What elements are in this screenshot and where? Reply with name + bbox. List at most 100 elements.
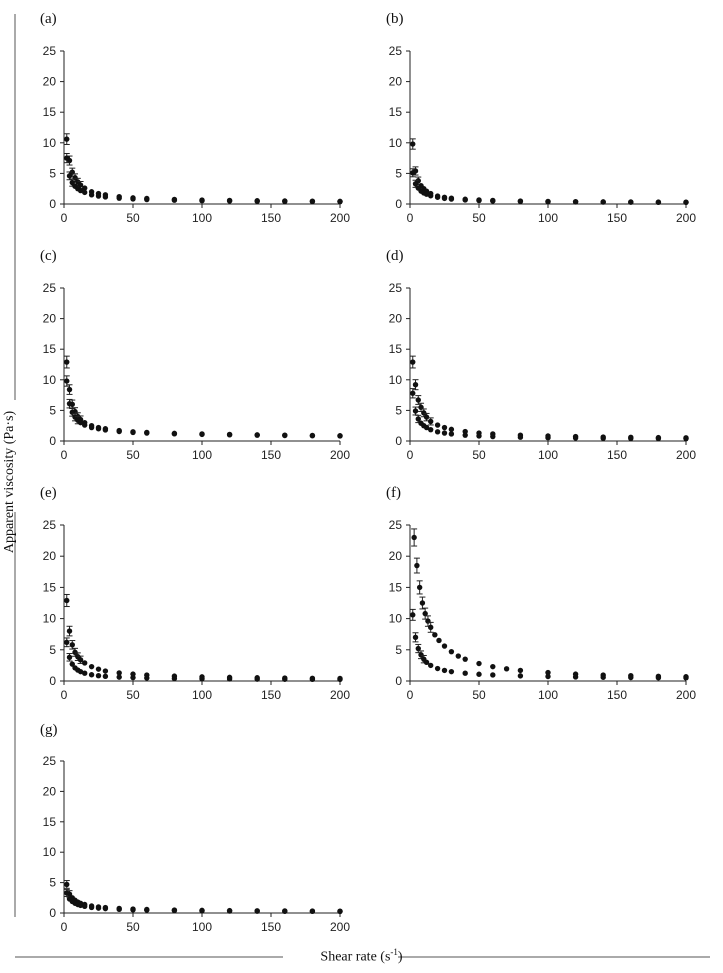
data-point: [309, 198, 316, 205]
data-point: [88, 663, 95, 670]
panel-label-f: (f): [386, 485, 401, 501]
y-tick-label: 5: [49, 643, 56, 657]
data-point: [462, 670, 468, 676]
data-point: [441, 195, 448, 202]
data-point: [95, 672, 102, 679]
y-tick-label: 10: [43, 845, 57, 859]
data-point: [490, 663, 496, 670]
panel-label-g: (g): [40, 722, 58, 738]
y-tick-label: 20: [389, 312, 403, 326]
x-tick-label: 0: [61, 920, 68, 934]
panel-label-b: (b): [386, 11, 404, 27]
data-point: [423, 424, 430, 431]
x-tick-label: 100: [192, 920, 212, 934]
data-point: [116, 906, 122, 913]
x-tick-label: 0: [61, 211, 68, 225]
x-tick-label: 200: [330, 688, 350, 702]
data-point: [64, 639, 70, 646]
y-tick-label: 15: [43, 815, 57, 829]
y-tick-label: 25: [43, 518, 57, 532]
data-point: [422, 610, 428, 617]
x-tick-label: 100: [192, 211, 212, 225]
data-point: [199, 676, 205, 682]
y-tick-label: 10: [43, 373, 57, 387]
data-point: [436, 637, 442, 644]
y-tick-label: 5: [49, 876, 56, 890]
data-point: [423, 191, 430, 197]
data-point: [517, 198, 524, 205]
data-point: [226, 676, 233, 682]
data-series-2: [409, 388, 689, 442]
data-point: [448, 668, 455, 675]
x-tick-label: 200: [330, 920, 350, 934]
y-tick-label: 10: [389, 136, 403, 150]
y-tick-label: 20: [43, 75, 57, 89]
data-point: [171, 907, 178, 914]
data-point: [428, 426, 434, 433]
data-point: [655, 435, 662, 442]
panel-label-e: (e): [40, 485, 57, 501]
x-tick-label: 0: [407, 688, 414, 702]
data-point: [517, 667, 524, 674]
data-series-2: [63, 153, 343, 205]
x-tick-label: 200: [330, 211, 350, 225]
y-axis-label: Apparent viscosity (Pa·s): [2, 410, 17, 554]
x-tick-label: 150: [261, 448, 281, 462]
y-tick-label: 0: [49, 906, 56, 920]
x-tick-label: 200: [330, 448, 350, 462]
data-point: [309, 433, 316, 439]
x-tick-label: 50: [472, 448, 486, 462]
data-point: [428, 662, 434, 669]
data-point: [102, 194, 109, 200]
y-tick-label: 5: [395, 403, 402, 417]
data-point: [116, 428, 122, 435]
y-tick-label: 0: [49, 434, 56, 448]
y-tick-label: 0: [395, 197, 402, 211]
data-point: [410, 170, 416, 176]
data-point: [171, 431, 178, 437]
data-point: [490, 198, 496, 204]
data-point: [421, 410, 427, 416]
data-point: [199, 908, 205, 914]
data-point: [441, 643, 448, 649]
data-point: [441, 424, 448, 431]
data-point: [337, 676, 343, 683]
data-point: [434, 422, 441, 428]
x-tick-label: 50: [126, 211, 140, 225]
data-point: [82, 422, 88, 428]
x-tick-label: 200: [676, 688, 696, 702]
y-tick-label: 25: [43, 281, 57, 295]
x-tick-label: 150: [261, 688, 281, 702]
data-point: [82, 189, 88, 196]
data-point: [416, 584, 423, 591]
data-point: [423, 659, 430, 665]
y-tick-label: 25: [43, 44, 57, 58]
chart-panel-c: 0 5 10 15 20 25 0 50 100 150 200: [43, 281, 351, 462]
data-series-2: [409, 608, 689, 681]
data-point: [423, 414, 430, 420]
data-point: [88, 672, 95, 678]
data-point: [69, 179, 75, 186]
x-tick-label: 150: [607, 448, 627, 462]
data-point: [410, 359, 416, 365]
data-point: [88, 192, 95, 198]
y-tick-label: 15: [389, 580, 403, 594]
x-tick-label: 100: [192, 688, 212, 702]
data-point: [171, 197, 178, 203]
data-series-1: [409, 138, 689, 205]
data-point: [418, 652, 424, 658]
y-tick-label: 5: [395, 643, 402, 657]
data-point: [144, 675, 150, 681]
data-point: [64, 881, 70, 888]
y-tick-label: 5: [49, 403, 56, 417]
data-point: [600, 199, 606, 205]
data-point: [434, 429, 441, 435]
data-point: [600, 435, 606, 441]
data-point: [77, 187, 84, 194]
x-axis-label-exponent: -1: [390, 947, 398, 957]
x-tick-label: 0: [407, 211, 414, 225]
data-point: [545, 199, 551, 205]
data-point: [337, 433, 343, 439]
